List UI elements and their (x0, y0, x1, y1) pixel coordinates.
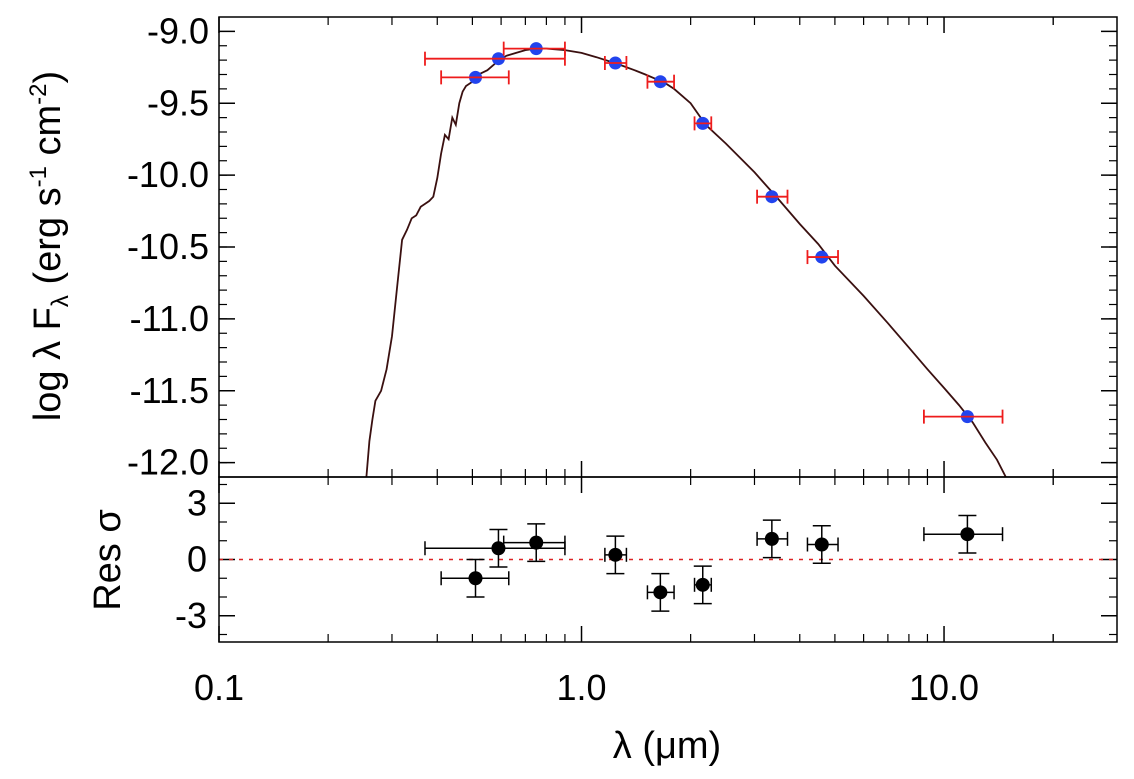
residual-y-tick-label: 3 (187, 482, 207, 523)
residual-point (646, 572, 675, 612)
residual-point (440, 558, 510, 598)
photometry-point (646, 74, 675, 89)
sed-panel: -9.0 -9.5 -10.0 -10.5 -11.0 -11.5 -12.0 log λ … (25, 10, 1118, 483)
residual-marker (764, 531, 779, 546)
residual-point (756, 519, 789, 559)
residual-marker (608, 547, 623, 562)
ylabel-prefix: log λ F (27, 307, 69, 421)
sed-y-tick-labels: -9.0 -9.5 -10.0 -10.5 -11.0 -11.5 -12.0 (127, 10, 209, 482)
residual-marker (653, 585, 668, 600)
sed-y-axis-title: log λ Fλ (erg s-1 cm-2) (25, 71, 74, 421)
residual-point (806, 525, 839, 564)
residual-point (502, 523, 566, 563)
residual-marker (960, 527, 975, 542)
sed-y-tick-label: -10.0 (127, 154, 209, 195)
ylabel-mid: cm (27, 105, 69, 166)
sed-y-tick-label: -9.0 (147, 10, 209, 51)
photometry-point (440, 70, 510, 85)
residual-y-tick-label: -3 (175, 595, 207, 636)
ylabel-exp1: -1 (25, 166, 52, 187)
ylabel-exp2: -2 (25, 84, 52, 105)
sed-y-tick-label: -12.0 (127, 442, 209, 483)
residual-y-axis-title: Res σ (87, 509, 129, 611)
residual-x-ticks (218, 477, 1054, 642)
residual-point (923, 514, 1004, 554)
ylabel-open: (erg s (27, 187, 69, 295)
residual-marker (468, 571, 483, 586)
ylabel-close: ) (27, 71, 69, 84)
sed-y-tick-label: -11.5 (130, 370, 209, 411)
residual-point (424, 528, 566, 568)
residual-y-tick-labels: 3 0 -3 (175, 482, 207, 636)
sed-x-ticks (218, 17, 1054, 477)
residual-marker (695, 577, 710, 592)
residual-point (693, 565, 713, 605)
photometry-point (923, 409, 1004, 424)
residual-marker (814, 537, 829, 552)
photometry-point (756, 189, 789, 204)
residual-panel: 3 0 -3 0.1 1.0 10.0 Res σ λ (μm) (87, 476, 1118, 767)
ylabel-subscript: λ (47, 295, 74, 307)
sed-y-ticks (219, 30, 1117, 464)
residual-marker (491, 541, 506, 556)
residual-frame (218, 476, 1118, 643)
photometry-point (424, 51, 566, 66)
sed-y-tick-label: -11.0 (130, 298, 209, 339)
photometry-point (603, 56, 628, 70)
sed-y-tick-label: -9.5 (147, 82, 209, 123)
residual-point (604, 535, 628, 575)
residual-x-tick-label: 1.0 (556, 667, 606, 708)
photometry-point (502, 41, 566, 56)
photometry-point (693, 116, 713, 131)
sed-y-tick-label: -10.5 (127, 226, 209, 267)
x-axis-title: λ (μm) (613, 725, 721, 767)
residual-marker (529, 535, 544, 550)
residual-x-tick-label: 0.1 (194, 667, 244, 708)
residual-points (424, 514, 1004, 612)
residual-x-tick-label: 10.0 (909, 667, 979, 708)
model-sed-line (365, 47, 1007, 477)
photometry-point (806, 250, 839, 265)
residual-y-tick-label: 0 (187, 539, 207, 580)
photometry-points (424, 41, 1004, 424)
residual-x-tick-labels: 0.1 1.0 10.0 (194, 667, 979, 708)
